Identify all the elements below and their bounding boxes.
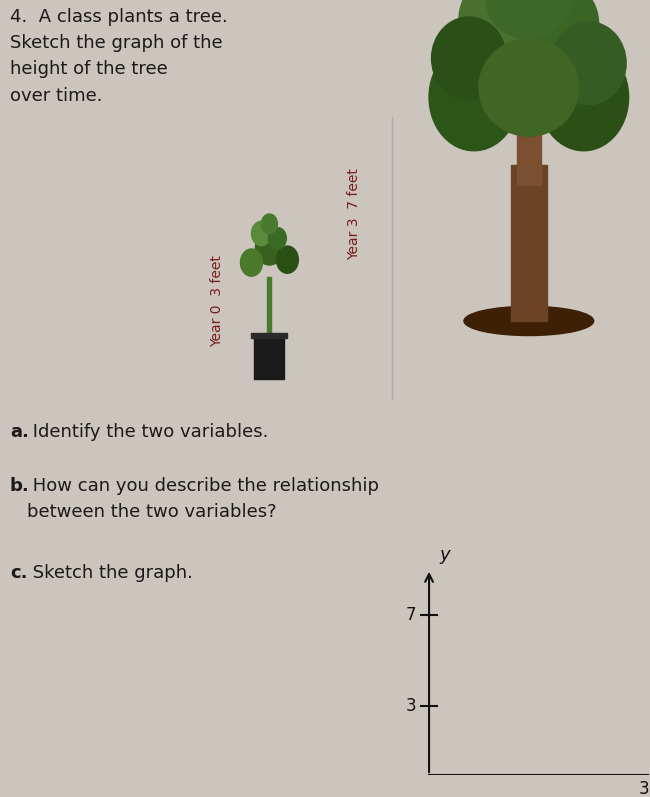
Ellipse shape bbox=[519, 0, 599, 68]
Text: 3: 3 bbox=[638, 780, 649, 797]
Ellipse shape bbox=[276, 246, 298, 273]
Ellipse shape bbox=[240, 249, 263, 277]
Bar bbox=[267, 277, 272, 336]
Text: a.: a. bbox=[10, 423, 29, 441]
Text: 7: 7 bbox=[406, 606, 416, 624]
Text: How can you describe the relationship: How can you describe the relationship bbox=[27, 477, 379, 495]
Bar bbox=[517, 127, 541, 185]
Ellipse shape bbox=[429, 44, 519, 151]
Bar bbox=[254, 336, 284, 379]
Bar bbox=[511, 165, 547, 321]
Bar bbox=[252, 332, 287, 339]
Ellipse shape bbox=[268, 228, 287, 249]
Ellipse shape bbox=[479, 39, 578, 136]
Ellipse shape bbox=[261, 214, 278, 234]
Text: Year 3  7 feet: Year 3 7 feet bbox=[347, 168, 361, 260]
Ellipse shape bbox=[432, 17, 506, 100]
Ellipse shape bbox=[255, 231, 283, 265]
Ellipse shape bbox=[469, 0, 589, 127]
Text: Year 0  3 feet: Year 0 3 feet bbox=[211, 256, 224, 347]
Text: over time.: over time. bbox=[10, 87, 103, 104]
Ellipse shape bbox=[539, 44, 629, 151]
Ellipse shape bbox=[464, 306, 593, 336]
Text: b.: b. bbox=[10, 477, 30, 495]
Text: c.: c. bbox=[10, 564, 27, 582]
Ellipse shape bbox=[252, 222, 272, 245]
Text: 3: 3 bbox=[406, 697, 416, 716]
Text: y: y bbox=[439, 546, 450, 564]
Text: between the two variables?: between the two variables? bbox=[27, 503, 276, 520]
Text: Sketch the graph of the: Sketch the graph of the bbox=[10, 34, 222, 52]
Ellipse shape bbox=[551, 22, 626, 104]
Text: height of the tree: height of the tree bbox=[10, 61, 168, 78]
Text: Sketch the graph.: Sketch the graph. bbox=[27, 564, 193, 582]
Ellipse shape bbox=[486, 0, 571, 39]
Text: Identify the two variables.: Identify the two variables. bbox=[27, 423, 268, 441]
Ellipse shape bbox=[459, 0, 539, 63]
Text: 4.  A class plants a tree.: 4. A class plants a tree. bbox=[10, 8, 227, 26]
